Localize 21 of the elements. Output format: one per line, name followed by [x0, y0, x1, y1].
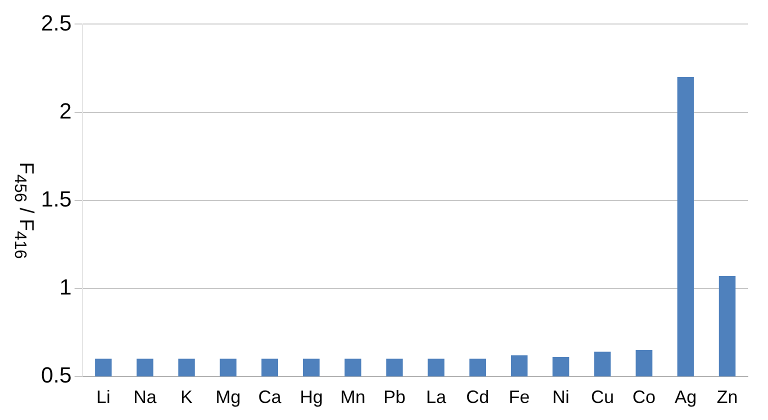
x-tick-label: Ca [258, 387, 282, 408]
x-tick-label: Zn [716, 387, 738, 408]
x-tick-label: Li [96, 387, 110, 408]
x-tick-label: Co [632, 387, 656, 408]
y-tick-label: 1 [59, 274, 72, 300]
y-tick-label: 2.5 [40, 10, 72, 36]
y-tick-label: 1.5 [40, 186, 72, 212]
x-tick-label: Fe [508, 387, 530, 408]
x-tick-label: Na [133, 387, 158, 408]
x-tick-label: Ag [674, 387, 697, 408]
y-tick-label: 0.5 [40, 362, 72, 388]
x-tick-label: Cd [466, 387, 490, 408]
y-tick-label: 2 [59, 98, 72, 124]
x-tick-label: K [180, 387, 193, 408]
x-tick-label: Hg [300, 387, 323, 408]
x-tick-label: Cu [590, 387, 614, 408]
x-tick-label: La [426, 387, 448, 408]
x-tick-label: Mg [216, 387, 241, 408]
x-tick-label: Mn [340, 387, 366, 408]
x-tick-label: Pb [383, 387, 406, 408]
x-tick-label: Ni [552, 387, 570, 408]
